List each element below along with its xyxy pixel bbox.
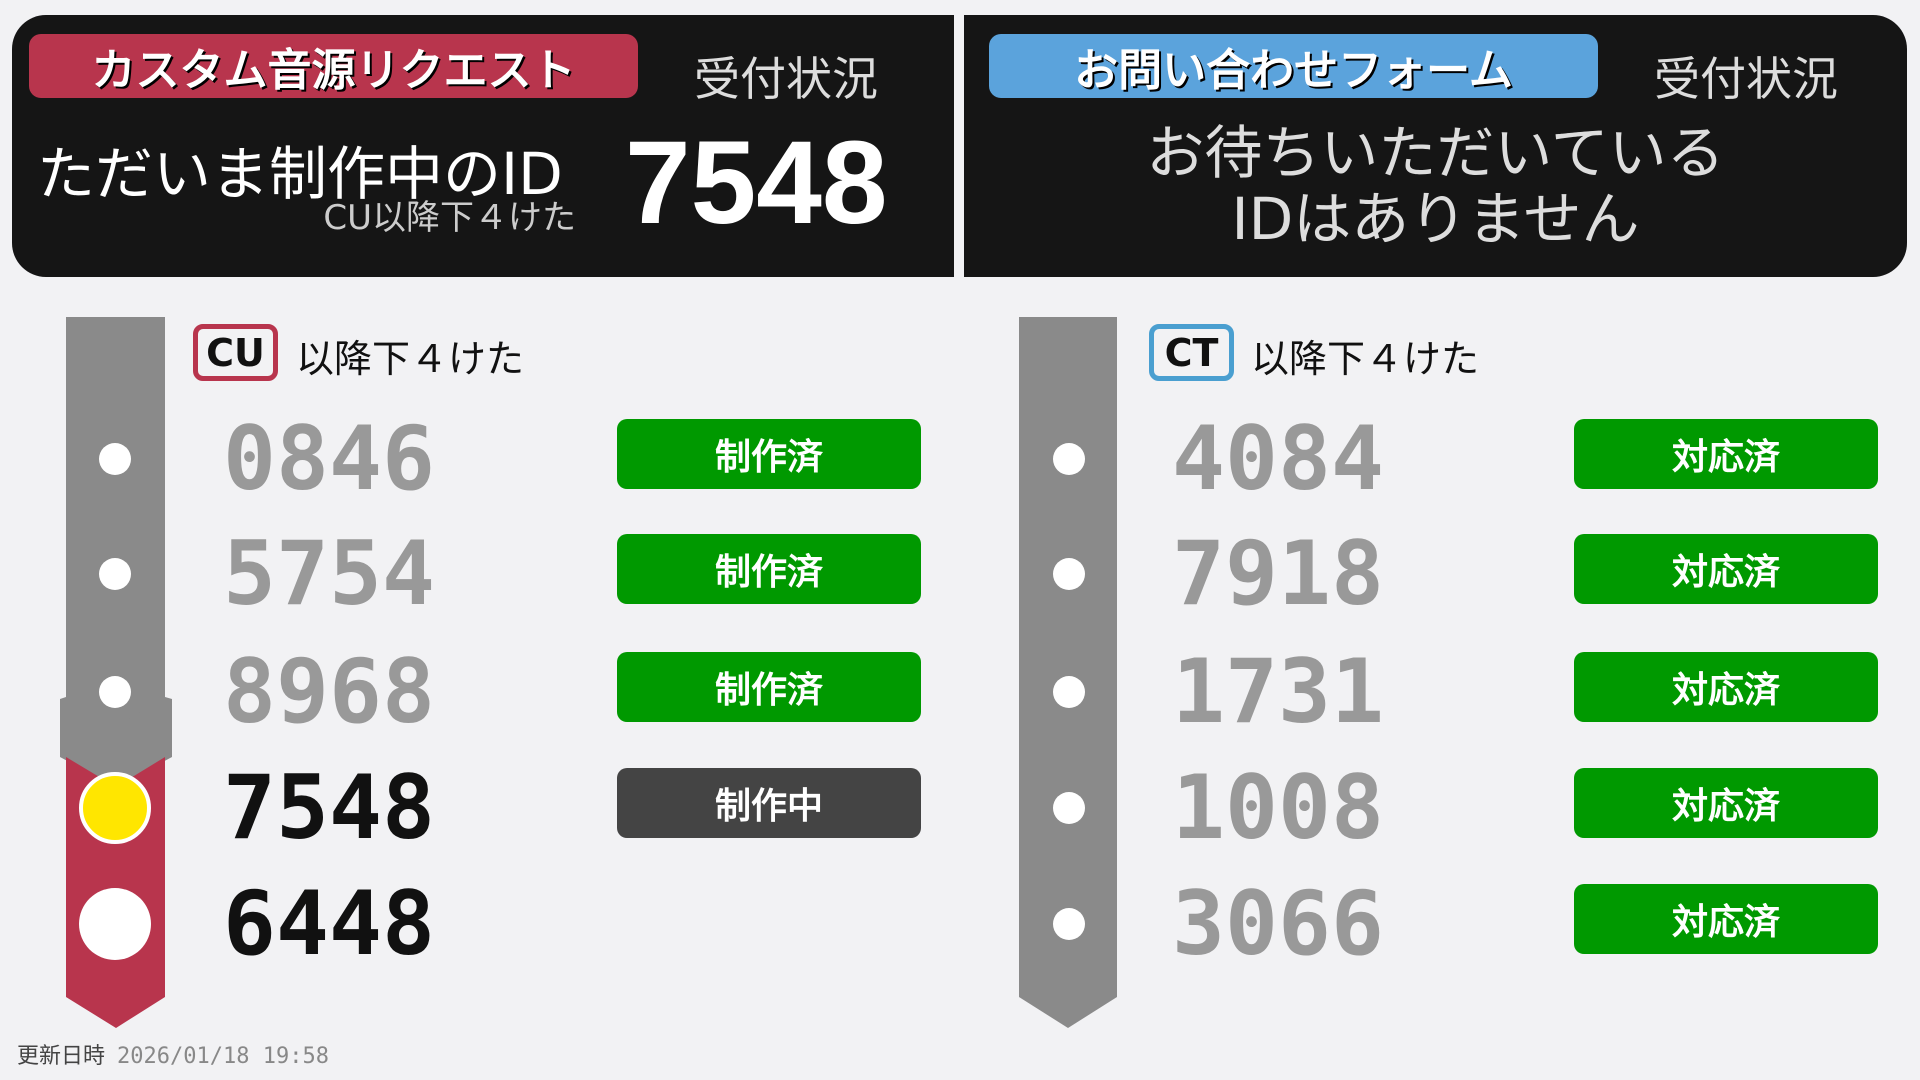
progress-dot: [1053, 558, 1085, 590]
request-id: 4084: [1172, 407, 1384, 510]
request-id: 0846: [223, 407, 435, 510]
status-label: 受付状況: [1654, 52, 1838, 106]
progress-dot: [1053, 792, 1085, 824]
request-id: 5754: [223, 522, 435, 625]
status-badge: 対応済: [1574, 652, 1878, 722]
now-sub-label: CU以降下４けた: [323, 198, 576, 238]
request-id: 1731: [1172, 640, 1384, 743]
status-badge: 制作済: [617, 419, 921, 489]
custom-request-title: カスタム音源リクエスト: [29, 34, 638, 98]
status-badge: 対応済: [1574, 884, 1878, 954]
request-id: 7918: [1172, 522, 1384, 625]
request-id: 8968: [223, 640, 435, 743]
waiting-message: お待ちいただいている IDはありません: [964, 120, 1907, 252]
now-id: 7548: [625, 117, 888, 249]
waiting-message-line1: お待ちいただいている: [1146, 119, 1725, 187]
status-badge: 対応済: [1574, 768, 1878, 838]
ct-prefix-badge: CT: [1149, 324, 1234, 381]
now-label: ただいま制作中のID: [37, 140, 563, 208]
status-label: 受付状況: [694, 52, 878, 106]
progress-dot: [99, 443, 131, 475]
cu-prefix-badge: CU: [193, 324, 278, 381]
contact-progress-track: [1019, 317, 1117, 1028]
contact-form-panel: お問い合わせフォーム 受付状況 お待ちいただいている IDはありません: [964, 15, 1907, 277]
footer: 更新日時 2026/01/18 19:58: [17, 1038, 329, 1070]
status-badge: 対応済: [1574, 534, 1878, 604]
waiting-message-line2: IDはありません: [1231, 185, 1640, 253]
status-badge: 制作済: [617, 652, 921, 722]
ct-list-label: 以降下４けた: [1251, 337, 1480, 381]
current-position-dot: [79, 888, 151, 960]
chevron-down-icon: [60, 697, 172, 787]
progress-dot: [1053, 443, 1085, 475]
contact-form-title: お問い合わせフォーム: [989, 34, 1598, 98]
progress-dot: [99, 676, 131, 708]
updated-label: 更新日時: [17, 1044, 106, 1069]
request-id: 6448: [223, 872, 435, 975]
progress-dot: [99, 558, 131, 590]
progress-dot: [1053, 908, 1085, 940]
updated-timestamp: 2026/01/18 19:58: [117, 1044, 329, 1069]
progress-dot: [1053, 676, 1085, 708]
request-id: 7548: [223, 756, 435, 859]
status-badge: 制作済: [617, 534, 921, 604]
cu-list-label: 以降下４けた: [296, 337, 525, 381]
request-id: 1008: [1172, 756, 1384, 859]
current-position-dot: [79, 772, 151, 844]
status-badge: 制作中: [617, 768, 921, 838]
status-badge: 対応済: [1574, 419, 1878, 489]
custom-request-panel: カスタム音源リクエスト 受付状況 ただいま制作中のID CU以降下４けた 754…: [12, 15, 954, 277]
request-id: 3066: [1172, 872, 1384, 975]
